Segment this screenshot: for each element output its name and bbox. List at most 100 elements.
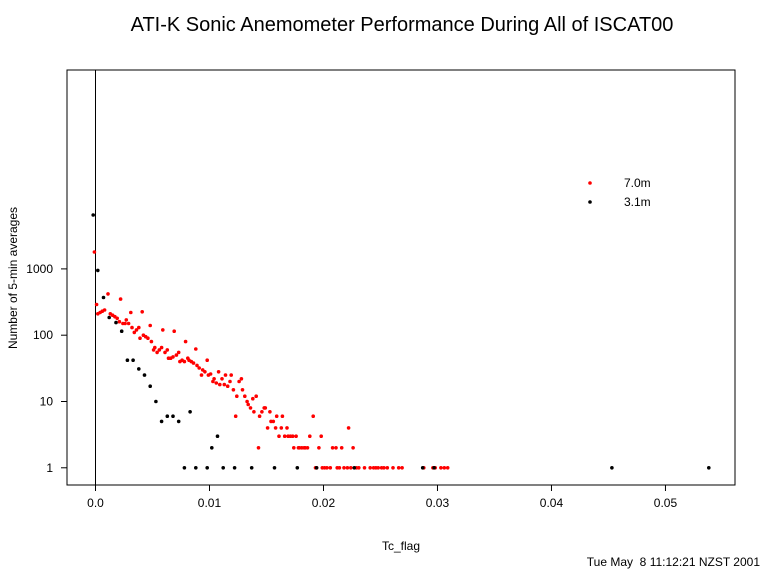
data-point-3-1m <box>249 466 254 470</box>
data-point-7-0m <box>252 410 256 414</box>
data-point-3-1m <box>221 466 225 470</box>
x-axis: 0.0 0.01 0.02 0.03 0.04 0.05 <box>87 485 677 510</box>
data-point-3-1m <box>420 466 425 470</box>
data-point-7-0m <box>260 410 264 414</box>
data-point-7-0m <box>279 426 284 430</box>
y-tick-label: 1000 <box>26 262 53 276</box>
data-point-7-0m <box>368 466 373 470</box>
data-point-7-0m <box>153 345 157 350</box>
data-point-7-0m <box>345 466 350 470</box>
data-point-7-0m <box>237 379 241 384</box>
data-point-7-0m <box>362 466 367 470</box>
data-point-7-0m <box>203 370 207 374</box>
data-point-7-0m <box>235 394 239 399</box>
data-point-7-0m <box>274 414 279 419</box>
data-point-7-0m <box>211 379 215 384</box>
data-point-7-0m <box>172 329 176 334</box>
data-point-7-0m <box>256 446 261 450</box>
data-point-7-0m <box>396 466 401 470</box>
data-point-3-1m <box>314 466 319 470</box>
x-tick-label: 0.05 <box>654 496 678 510</box>
data-point-7-0m <box>197 366 201 370</box>
data-points <box>91 213 711 470</box>
data-point-7-0m <box>140 310 144 314</box>
data-point-7-0m <box>325 466 329 470</box>
data-point-3-1m <box>205 466 209 470</box>
data-point-7-0m <box>194 347 198 351</box>
y-tick-label: 100 <box>33 328 53 342</box>
chart-title: ATI-K Sonic Anemometer Performance Durin… <box>131 14 674 36</box>
data-point-7-0m <box>280 414 285 419</box>
x-tick-label: 0.03 <box>426 496 450 510</box>
data-point-7-0m <box>265 426 270 430</box>
data-point-3-1m <box>96 268 100 273</box>
data-point-7-0m <box>439 466 443 470</box>
data-point-7-0m <box>334 446 338 450</box>
data-point-7-0m <box>94 302 99 307</box>
data-point-7-0m <box>254 394 258 399</box>
data-point-3-1m <box>176 419 181 424</box>
data-point-7-0m <box>118 297 123 301</box>
data-point-7-0m <box>290 434 295 439</box>
data-point-7-0m <box>117 319 122 324</box>
data-point-7-0m <box>176 350 181 355</box>
data-point-3-1m <box>114 320 118 325</box>
y-tick-label: 1 <box>46 461 53 475</box>
data-point-7-0m <box>442 466 447 470</box>
data-point-7-0m <box>228 379 232 384</box>
data-point-3-1m <box>352 466 357 470</box>
data-point-7-0m <box>330 446 335 450</box>
data-point-7-0m <box>137 325 141 330</box>
data-point-7-0m <box>212 377 216 381</box>
data-point-7-0m <box>222 382 227 387</box>
data-point-7-0m <box>342 466 346 470</box>
data-point-7-0m <box>92 250 97 254</box>
data-point-7-0m <box>285 426 289 430</box>
y-tick-label: 10 <box>40 394 54 408</box>
data-point-7-0m <box>376 466 381 470</box>
data-point-7-0m <box>257 414 262 419</box>
data-point-3-1m <box>182 466 187 470</box>
data-point-7-0m <box>129 310 133 315</box>
data-point-7-0m <box>148 323 152 328</box>
data-point-7-0m <box>218 382 222 387</box>
data-point-3-1m <box>165 414 170 419</box>
data-point-7-0m <box>271 419 276 424</box>
y-axis: 1 10 100 1000 <box>26 262 67 475</box>
data-point-7-0m <box>246 402 250 407</box>
data-point-3-1m <box>610 466 614 470</box>
data-point-7-0m <box>205 358 209 363</box>
data-point-7-0m <box>400 466 404 470</box>
data-point-7-0m <box>339 446 344 450</box>
data-point-7-0m <box>220 377 224 381</box>
data-point-7-0m <box>165 348 170 352</box>
data-point-3-1m <box>107 315 111 320</box>
legend: 7.0m 3.1m <box>588 176 651 209</box>
data-point-3-1m <box>432 466 436 470</box>
data-point-7-0m <box>134 328 139 332</box>
data-point-3-1m <box>131 358 135 363</box>
data-point-7-0m <box>233 414 238 419</box>
data-point-7-0m <box>445 466 450 470</box>
x-tick-label: 0.04 <box>540 496 564 510</box>
data-point-7-0m <box>159 345 164 350</box>
data-point-7-0m <box>214 381 219 385</box>
data-point-3-1m <box>194 466 198 470</box>
data-point-3-1m <box>137 367 141 371</box>
data-point-7-0m <box>308 434 312 439</box>
data-point-7-0m <box>268 410 272 414</box>
data-point-7-0m <box>161 328 165 332</box>
data-point-7-0m <box>292 446 296 450</box>
data-point-3-1m <box>159 419 164 424</box>
data-point-7-0m <box>157 348 162 352</box>
x-tick-label: 0.0 <box>87 496 104 510</box>
data-point-7-0m <box>155 350 159 355</box>
data-point-7-0m <box>239 377 244 381</box>
data-point-7-0m <box>319 434 324 439</box>
data-point-7-0m <box>251 396 255 401</box>
x-tick-label: 0.02 <box>312 496 336 510</box>
data-point-7-0m <box>328 466 333 470</box>
data-point-3-1m <box>119 329 124 334</box>
data-point-7-0m <box>191 361 196 365</box>
data-point-7-0m <box>132 330 137 335</box>
